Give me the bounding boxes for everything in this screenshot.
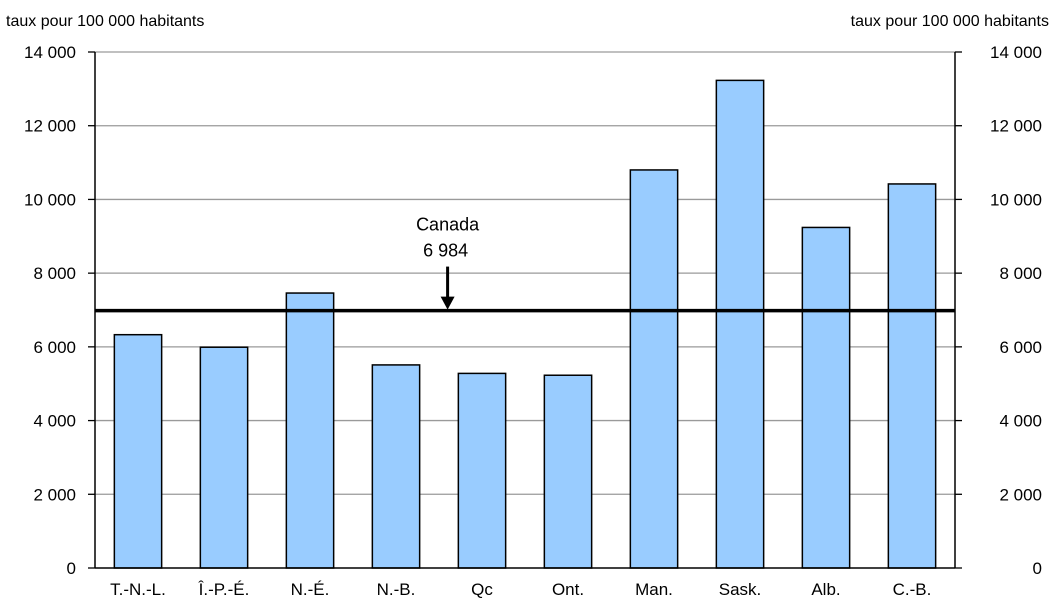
x-tick-label: Î.-P.-É. <box>198 580 250 599</box>
bar <box>801 226 851 569</box>
reference-label-value: 6 984 <box>423 241 468 261</box>
y-tick-label-left: 10 000 <box>24 190 76 209</box>
x-tick-label: Sask. <box>719 580 762 599</box>
x-tick-label: Qc <box>471 580 493 599</box>
bar <box>371 364 421 569</box>
bars <box>113 79 937 569</box>
y-tick-label-left: 12 000 <box>24 117 76 136</box>
x-tick-label: N.-B. <box>377 580 416 599</box>
bar <box>199 346 249 569</box>
y-tick-label-right: 14 000 <box>990 43 1042 62</box>
y-tick-label-left: 8 000 <box>33 264 76 283</box>
x-tick-label: T.-N.-L. <box>110 580 166 599</box>
y-tick-label-right: 0 <box>1033 559 1042 578</box>
bar <box>887 183 937 569</box>
canada-reference: Canada 6 984 <box>95 215 955 313</box>
y-tick-label-left: 2 000 <box>33 485 76 504</box>
x-tick-label: C.-B. <box>893 580 932 599</box>
reference-arrowhead <box>440 296 455 310</box>
y-tick-label-left: 6 000 <box>33 338 76 357</box>
x-tick-label: Alb. <box>811 580 840 599</box>
y-axis-label-right: taux pour 100 000 habitants <box>851 13 1049 30</box>
tick-labels: 0 0 2 000 2 000 4 000 4 000 6 000 6 000 8 000 8 0… <box>24 43 1042 599</box>
x-tick-label: Man. <box>635 580 673 599</box>
y-tick-label-right: 10 000 <box>990 190 1042 209</box>
y-tick-label-left: 0 <box>67 559 76 578</box>
y-tick-label-left: 14 000 <box>24 43 76 62</box>
y-axis-label-left: taux pour 100 000 habitants <box>6 13 204 30</box>
y-tick-label-right: 6 000 <box>999 338 1042 357</box>
bar <box>715 79 765 569</box>
x-tick-label: N.-É. <box>291 580 330 599</box>
bar <box>543 374 593 569</box>
y-tick-label-right: 4 000 <box>999 412 1042 431</box>
x-tick-label: Ont. <box>552 580 584 599</box>
y-tick-label-right: 12 000 <box>990 117 1042 136</box>
bar <box>629 169 679 569</box>
reference-label-name: Canada <box>416 215 480 235</box>
y-tick-label-left: 4 000 <box>33 412 76 431</box>
bar <box>285 292 335 569</box>
bar <box>457 372 507 569</box>
y-tick-label-right: 2 000 <box>999 485 1042 504</box>
bar <box>113 333 163 569</box>
y-tick-label-right: 8 000 <box>999 264 1042 283</box>
